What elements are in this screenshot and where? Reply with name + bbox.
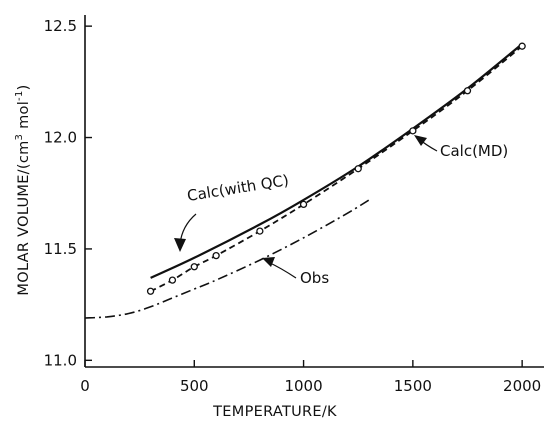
y-tick-label: 11.5 — [44, 240, 77, 258]
y-tick-label: 12.5 — [44, 17, 77, 35]
x-axis-label: TEMPERATURE/K — [212, 404, 337, 420]
annotation-calc-md-arrowhead — [414, 135, 427, 146]
data-point — [299, 200, 308, 209]
series-obs — [84, 199, 370, 319]
data-point — [354, 165, 362, 173]
data-point — [146, 287, 155, 295]
series-line-calc-md — [150, 45, 523, 293]
annotation-calc-qc-label: Calc(with QC) — [186, 171, 290, 205]
series-layer — [84, 42, 526, 319]
annotations: Calc(with QC) Calc(MD) Obs — [174, 135, 508, 287]
x-tick-label: 1000 — [284, 377, 322, 395]
data-point — [256, 227, 264, 235]
x-ticks: 0 500 1000 1500 2000 — [80, 360, 541, 395]
annotation-obs-arrowhead — [262, 257, 275, 267]
axes: 0 500 1000 1500 2000 11.0 11.5 12.0 12.5 — [44, 15, 544, 395]
y-tick-label: 11.0 — [44, 351, 77, 369]
x-tick-label: 1500 — [394, 377, 432, 395]
data-point — [212, 251, 220, 260]
data-point — [518, 42, 526, 50]
series-calc-with-qc — [150, 43, 523, 279]
x-tick-label: 500 — [180, 377, 209, 395]
y-ticks: 11.0 11.5 12.0 12.5 — [44, 17, 92, 369]
annotation-obs-label: Obs — [300, 269, 329, 287]
data-point — [463, 87, 472, 95]
data-point — [409, 127, 417, 135]
annotation-obs-arrow — [267, 261, 297, 279]
data-point — [168, 276, 177, 284]
x-tick-label: 2000 — [503, 377, 541, 395]
series-line-calc-with-qc — [150, 43, 523, 279]
y-axis-label: MOLAR VOLUME/(cm3 mol-1) — [14, 84, 32, 295]
series-line-obs — [84, 199, 370, 319]
data-point — [190, 263, 198, 271]
annotation-calc-md-label: Calc(MD) — [440, 142, 508, 160]
annotation-obs: Obs — [262, 257, 329, 287]
annotation-calc-md: Calc(MD) — [414, 135, 508, 160]
series-calc-md — [146, 42, 526, 295]
annotation-calc-qc-arrowhead — [174, 238, 186, 252]
y-tick-label: 12.0 — [44, 129, 77, 147]
x-tick-label: 0 — [80, 377, 90, 395]
